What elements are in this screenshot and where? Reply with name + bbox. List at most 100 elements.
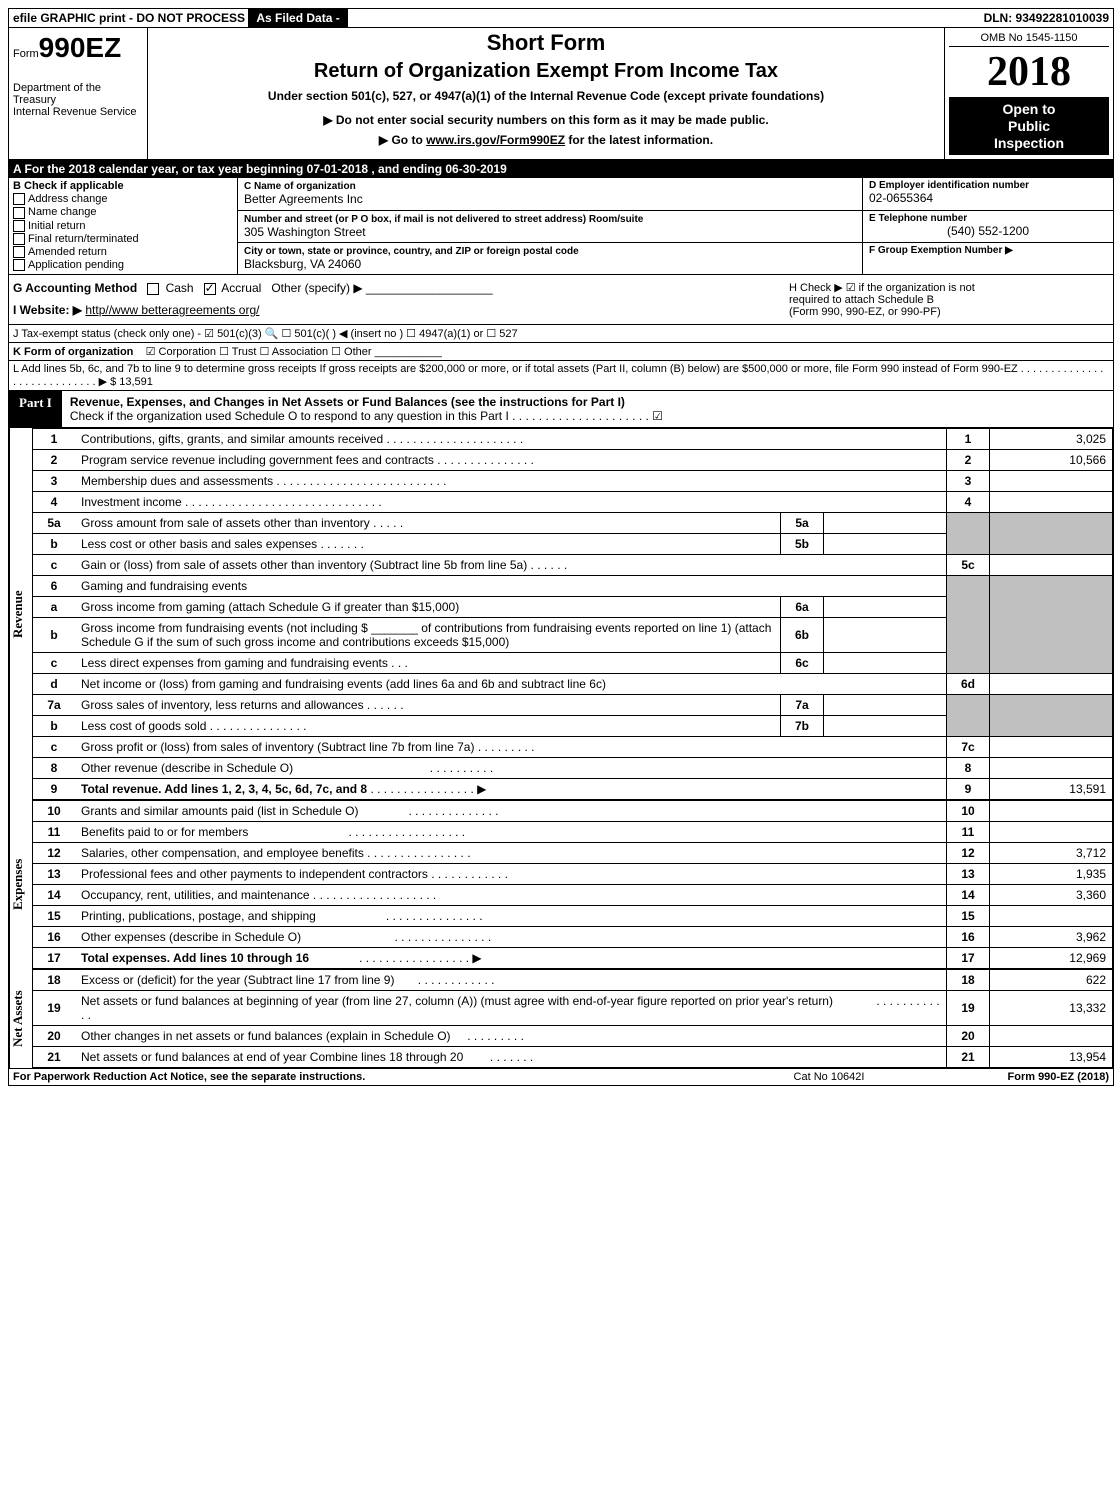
goto-link[interactable]: ▶ Go to www.irs.gov/Form990EZ for the la… (168, 133, 924, 147)
line-16-desc: Other expenses (describe in Schedule O) (81, 930, 301, 944)
k-label: K Form of organization (13, 346, 133, 358)
form-number-big: 990EZ (39, 32, 122, 63)
line-3-val (990, 470, 1113, 491)
as-filed-box: As Filed Data - (248, 9, 347, 27)
line-7c-desc: Gross profit or (loss) from sales of inv… (81, 740, 474, 754)
line-7c-val (990, 736, 1113, 757)
line-6d-val (990, 673, 1113, 694)
cash-label: Cash (166, 281, 194, 295)
top-bar: efile GRAPHIC print - DO NOT PROCESS As … (9, 9, 1113, 28)
line-6d: d Net income or (loss) from gaming and f… (33, 673, 1113, 694)
line-13-desc: Professional fees and other payments to … (81, 867, 428, 881)
line-11-val (990, 821, 1113, 842)
line-6a-val (824, 596, 947, 617)
line-5c-val (990, 554, 1113, 575)
vert-label-expenses: Expenses (9, 800, 32, 969)
ein-value: 02-0655364 (869, 191, 1107, 205)
ein-label: D Employer identification number (869, 180, 1107, 191)
footer-paperwork: For Paperwork Reduction Act Notice, see … (13, 1071, 729, 1083)
line-7c: c Gross profit or (loss) from sales of i… (33, 736, 1113, 757)
line-6b: b Gross income from fundraising events (… (33, 617, 1113, 652)
netassets-section: Net Assets 18 Excess or (deficit) for th… (9, 969, 1113, 1068)
line-16: 16 Other expenses (describe in Schedule … (33, 926, 1113, 947)
phone-value: (540) 552-1200 (869, 224, 1107, 238)
col-c-org-info: C Name of organization Better Agreements… (238, 178, 862, 274)
line-3-desc: Membership dues and assessments (81, 474, 273, 488)
dln-number: DLN: 93492281010039 (980, 9, 1113, 27)
line-8: 8 Other revenue (describe in Schedule O)… (33, 757, 1113, 778)
line-9-desc: Total revenue. Add lines 1, 2, 3, 4, 5c,… (81, 782, 367, 796)
line-7a-val (824, 694, 947, 715)
form-prefix: Form (13, 48, 39, 60)
line-13-val: 1,935 (990, 863, 1113, 884)
street-value: 305 Washington Street (244, 225, 856, 239)
h-line2: required to attach Schedule B (789, 294, 1109, 306)
col-b-checkboxes: B Check if applicable Address change Nam… (9, 178, 238, 274)
chk-name-change[interactable]: Name change (13, 206, 233, 218)
line-20-desc: Other changes in net assets or fund bala… (81, 1029, 451, 1043)
group-exempt-label: F Group Exemption Number ▶ (869, 245, 1107, 256)
header-left: Form990EZ Department of the Treasury Int… (9, 28, 148, 159)
line-6c-val (824, 652, 947, 673)
line-10-desc: Grants and similar amounts paid (list in… (81, 804, 358, 818)
line-6c-desc: Less direct expenses from gaming and fun… (81, 656, 388, 670)
row-i: I Website: ▶ http//www betteragreements … (13, 303, 789, 317)
return-title: Return of Organization Exempt From Incom… (168, 60, 924, 83)
line-7a: 7a Gross sales of inventory, less return… (33, 694, 1113, 715)
line-21: 21 Net assets or fund balances at end of… (33, 1046, 1113, 1067)
row-gh: G Accounting Method Cash Accrual Other (… (9, 275, 1113, 325)
line-17: 17 Total expenses. Add lines 10 through … (33, 947, 1113, 968)
line-17-desc: Total expenses. Add lines 10 through 16 (81, 951, 309, 965)
part1-badge: Part I (9, 391, 62, 427)
field-group-exempt: F Group Exemption Number ▶ (863, 243, 1113, 274)
org-name-label: C Name of organization (244, 181, 856, 192)
field-org-name: C Name of organization Better Agreements… (238, 178, 862, 210)
short-form-title: Short Form (168, 30, 924, 56)
part1-title-wrap: Revenue, Expenses, and Changes in Net As… (62, 391, 1113, 427)
chk-amended-return[interactable]: Amended return (13, 246, 233, 258)
line-14-desc: Occupancy, rent, utilities, and maintena… (81, 888, 310, 902)
chk-initial-return[interactable]: Initial return (13, 220, 233, 232)
netassets-table: 18 Excess or (deficit) for the year (Sub… (32, 969, 1113, 1068)
revenue-section: Revenue 1 Contributions, gifts, grants, … (9, 428, 1113, 800)
b-title: B Check if applicable (13, 180, 233, 192)
line-12-val: 3,712 (990, 842, 1113, 863)
chk-cash[interactable] (147, 283, 159, 295)
omb-number: OMB No 1545-1150 (949, 32, 1109, 47)
line-5c: c Gain or (loss) from sale of assets oth… (33, 554, 1113, 575)
h-check: H Check ▶ ☑ if the organization is not r… (789, 281, 1109, 318)
line-15: 15 Printing, publications, postage, and … (33, 905, 1113, 926)
expenses-section: Expenses 10 Grants and similar amounts p… (9, 800, 1113, 969)
street-label: Number and street (or P O box, if mail i… (244, 214, 856, 225)
i-website-value[interactable]: http//www betteragreements org/ (85, 303, 259, 317)
chk-final-return[interactable]: Final return/terminated (13, 233, 233, 245)
chk-accrual[interactable] (204, 283, 216, 295)
line-15-desc: Printing, publications, postage, and shi… (81, 909, 316, 923)
line-13: 13 Professional fees and other payments … (33, 863, 1113, 884)
g-label: G Accounting Method (13, 281, 137, 295)
line-6b-val (824, 617, 947, 652)
line-8-val (990, 757, 1113, 778)
line-18-val: 622 (990, 969, 1113, 990)
line-21-desc: Net assets or fund balances at end of ye… (81, 1050, 463, 1064)
vert-label-netassets: Net Assets (9, 969, 32, 1068)
row-j-tax-exempt: J Tax-exempt status (check only one) - ☑… (9, 325, 1113, 343)
line-5a-desc: Gross amount from sale of assets other t… (81, 516, 370, 530)
line-7b-val (824, 715, 947, 736)
other-label: Other (specify) ▶ (271, 281, 362, 295)
chk-address-change[interactable]: Address change (13, 193, 233, 205)
line-5a: 5a Gross amount from sale of assets othe… (33, 512, 1113, 533)
line-16-val: 3,962 (990, 926, 1113, 947)
footer: For Paperwork Reduction Act Notice, see … (9, 1068, 1113, 1085)
line-11: 11 Benefits paid to or for members . . .… (33, 821, 1113, 842)
line-12: 12 Salaries, other compensation, and emp… (33, 842, 1113, 863)
header-row: Form990EZ Department of the Treasury Int… (9, 28, 1113, 160)
line-5b: b Less cost or other basis and sales exp… (33, 533, 1113, 554)
line-7b: b Less cost of goods sold . . . . . . . … (33, 715, 1113, 736)
chk-application-pending[interactable]: Application pending (13, 259, 233, 271)
line-1-desc: Contributions, gifts, grants, and simila… (81, 432, 383, 446)
city-value: Blacksburg, VA 24060 (244, 257, 856, 271)
part1-title: Revenue, Expenses, and Changes in Net As… (70, 395, 625, 409)
line-5a-val (824, 512, 947, 533)
line-20-val (990, 1025, 1113, 1046)
